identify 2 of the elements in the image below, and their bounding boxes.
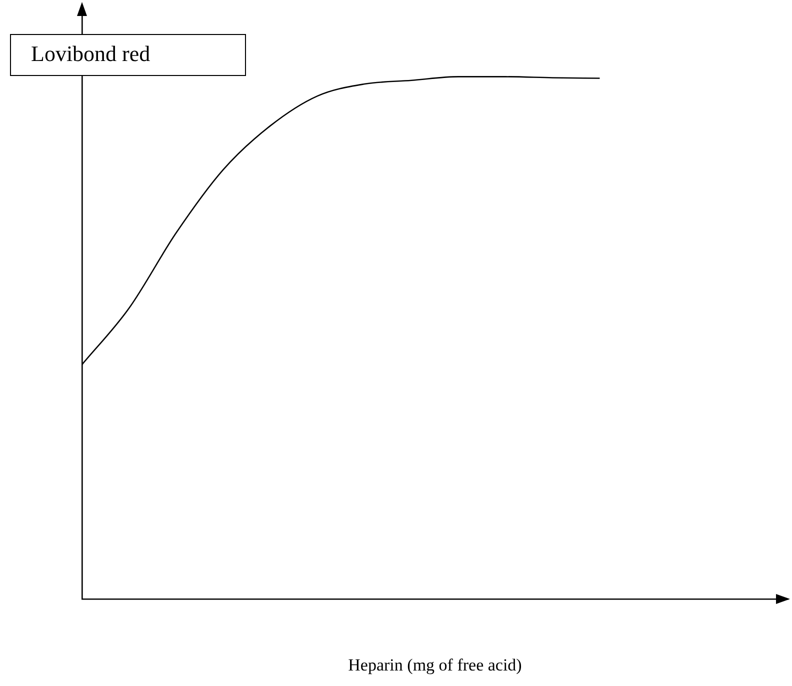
x-axis-title: Heparin (mg of free acid) [348,655,522,674]
y-axis-title: Lovibond red [10,34,246,76]
